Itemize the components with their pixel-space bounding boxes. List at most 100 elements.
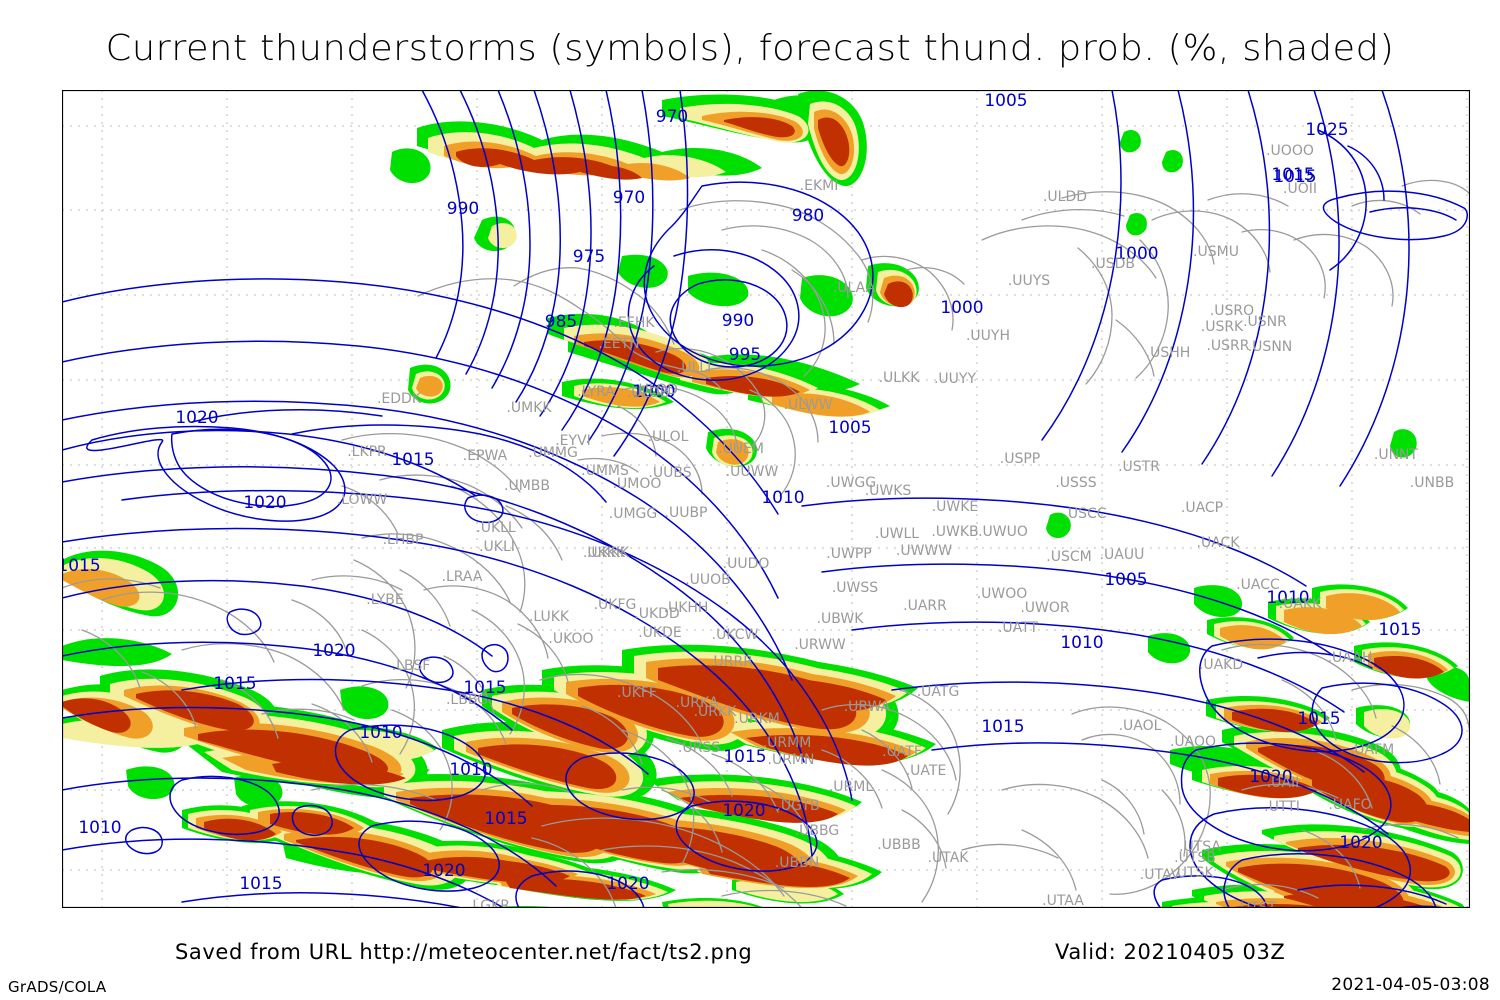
contour-label: 1020 [243, 493, 286, 513]
contour-label: 1020 [722, 801, 765, 821]
station-label: .EYVI [555, 433, 591, 449]
station-label: .UTTI [1264, 799, 1300, 815]
station-label: .UMKK [506, 400, 552, 416]
station-label: .URRR [709, 654, 753, 670]
station-label: .USCM [1046, 549, 1091, 565]
station-label: .USNN [1248, 339, 1293, 355]
station-label: .ULWW [784, 397, 833, 413]
station-label: .LYRA [577, 384, 615, 400]
station-label: .UWOR [1020, 600, 1070, 616]
page-title: Current thunderstorms (symbols), forecas… [105, 28, 1395, 69]
contour-label: 1015 [1271, 165, 1314, 185]
contour-label: 1020 [1249, 767, 1292, 787]
shading-max-layer [62, 117, 1470, 908]
station-label: .UTSB [1174, 850, 1216, 866]
station-label: .URMN [768, 752, 815, 768]
contour-label: 1020 [175, 408, 218, 428]
station-label: .EDDK [377, 391, 422, 407]
station-label: .UKLI [479, 539, 515, 555]
station-label: .UKKK [587, 545, 630, 561]
contour-label: 1015 [1273, 167, 1316, 187]
station-label: .UAKK [1279, 596, 1322, 612]
station-label: .UKDE [638, 625, 682, 641]
isobar-layer [62, 90, 1468, 908]
station-label: .UKFG [594, 597, 637, 613]
station-label-layer: .EKMI .EFHK .EETN .ULLI .ULAA .ULOB .ULOL .ULKK… [337, 143, 1454, 908]
station-label: .URSS [678, 740, 720, 756]
station-label: .UACP [1181, 500, 1223, 516]
station-label: .UBBG [795, 823, 840, 839]
contour-label: 1020 [312, 641, 355, 661]
station-label: .UUWW [726, 464, 779, 480]
station-label: .UWKS [865, 483, 912, 499]
station-label: .UAFO [1328, 797, 1371, 813]
station-label: .UAOL [1119, 718, 1162, 734]
station-label: .LUKK [529, 609, 570, 625]
weather-map[interactable]: 970 970 990 980 975 985 990 995 1005 1025 1015 1000… [62, 90, 1470, 908]
station-label: .UACK [1197, 535, 1241, 551]
station-label: .UAAH [1328, 650, 1373, 666]
station-label: .UWPP [826, 546, 871, 562]
contour-label: 1015 [62, 556, 101, 576]
station-label: .ULOB [627, 385, 670, 401]
contour-label: 1010 [1266, 588, 1309, 608]
station-label: .UATF [882, 744, 922, 760]
station-label: .UUOB [685, 572, 731, 588]
station-label: .URWA [844, 699, 891, 715]
contour-label: 1000 [632, 382, 675, 402]
station-label: .UUDO [723, 556, 770, 572]
contour-label: 995 [729, 345, 761, 365]
station-label: .UUEM [718, 441, 764, 457]
contour-label: 1020 [1339, 833, 1382, 853]
contour-label-layer: 970 970 990 980 975 985 990 995 1005 1025 1015 1000… [62, 91, 1422, 894]
station-label: .UKKK [583, 545, 626, 561]
station-label: .UATE [906, 763, 947, 779]
station-label: .ULOD [634, 382, 678, 398]
station-label: .USMU [1193, 244, 1239, 260]
station-label: .LBSF [392, 658, 431, 674]
station-label: .USCC [1063, 506, 1106, 522]
contour-label: 1015 [981, 717, 1024, 737]
contour-label: 1015 [213, 674, 256, 694]
station-label: .LOWW [337, 492, 388, 508]
station-label: .UBBN [775, 855, 819, 871]
station-label: .ULLI [677, 360, 711, 376]
station-label: .ULOL [648, 429, 689, 445]
station-label: .URKK [694, 704, 738, 720]
station-label: .UMMS [581, 463, 629, 479]
station-label: .USSS [1055, 475, 1096, 491]
station-label: .UTST [1236, 900, 1277, 908]
station-label: .LKPR [347, 444, 387, 460]
station-label: .UNNT [1374, 447, 1419, 463]
station-label: .UOOO [1266, 143, 1314, 159]
station-label: .UGTB [776, 798, 819, 814]
contour-label: 1025 [1305, 120, 1348, 140]
contour-label: 1015 [463, 678, 506, 698]
station-label: .UKFF [617, 685, 657, 701]
contour-label: 970 [613, 188, 645, 208]
station-label: .UATG [917, 684, 960, 700]
station-label: .UAII [1267, 775, 1300, 791]
station-label: .URKM [734, 711, 780, 727]
station-label: .URKA [676, 695, 719, 711]
contour-label: 1010 [78, 818, 121, 838]
station-label: .URML [829, 779, 874, 795]
station-label: .UMMG [528, 445, 578, 461]
station-label: .LYBE [366, 592, 403, 608]
station-label: .UKLL [476, 520, 516, 536]
station-label: .UWWW [896, 543, 952, 559]
station-label: .USDB [1091, 256, 1135, 272]
station-label: .UBWK [817, 611, 865, 627]
station-label: .UKOO [548, 631, 593, 647]
contour-label: 1020 [606, 874, 649, 894]
contour-label: 1015 [391, 450, 434, 470]
station-label: .UUYY [934, 371, 976, 387]
station-label: .USRR [1206, 338, 1249, 354]
station-label: .UTAV [1140, 867, 1181, 883]
station-label: .LBBG [446, 692, 488, 708]
saved-from-url-text: Saved from URL http://meteocenter.net/fa… [175, 940, 753, 964]
station-label: .LRAA [442, 569, 483, 585]
station-label: .EFHK [613, 315, 655, 331]
station-label: .UMBB [504, 478, 550, 494]
contour-label: 1000 [1115, 244, 1158, 264]
